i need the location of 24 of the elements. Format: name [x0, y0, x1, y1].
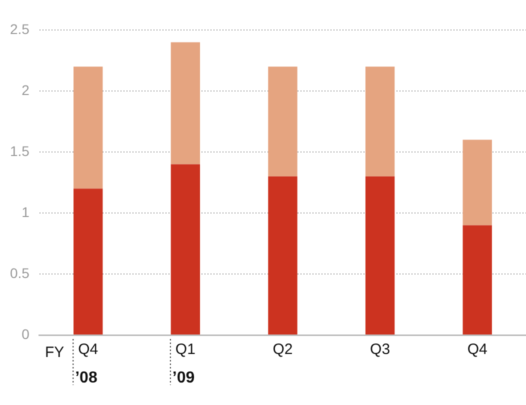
bar — [365, 66, 395, 176]
bar — [170, 164, 200, 334]
x-tick-label: Q4 — [467, 341, 488, 358]
y-tick-label: 0.5 — [10, 264, 30, 281]
x-tick-label: Q2 — [272, 341, 293, 358]
y-tick-label: 1.5 — [10, 142, 30, 159]
bar — [74, 66, 103, 189]
bar — [268, 66, 298, 176]
bar — [268, 176, 298, 334]
y-tick-label: 2 — [22, 82, 30, 98]
bar — [462, 225, 492, 334]
y-tick-label: 2.5 — [10, 20, 30, 37]
text: FY — [44, 344, 64, 362]
x-tick-label: Q3 — [370, 341, 390, 358]
text: ’09 — [172, 369, 195, 386]
bar — [462, 140, 492, 226]
text: ’08 — [75, 369, 98, 386]
bar — [365, 176, 395, 334]
x-tick-label: Q1 — [175, 341, 196, 358]
bar — [170, 42, 200, 164]
bar — [74, 188, 103, 334]
y-tick-label: 0 — [22, 326, 30, 342]
x-tick-label: Q4 — [78, 341, 98, 358]
y-tick-label: 1 — [22, 204, 30, 220]
